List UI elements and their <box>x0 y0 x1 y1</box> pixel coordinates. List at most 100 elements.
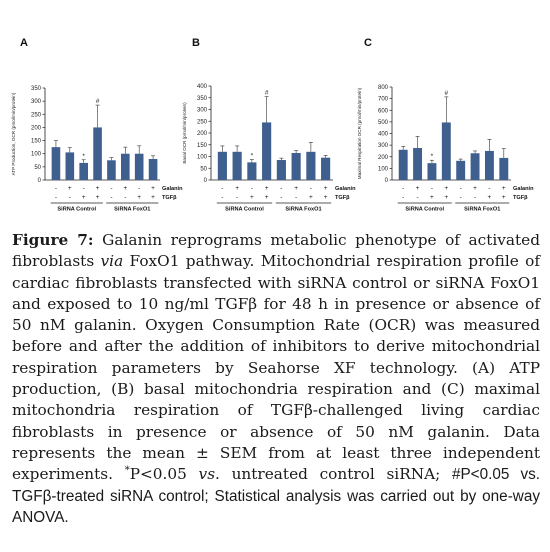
chart-a-galanin-sign: - <box>83 185 85 192</box>
chart-a-bar <box>79 162 88 180</box>
chart-b-tgfb-sign: - <box>221 194 223 201</box>
chart-c-group-label: SiRNA FoxO1 <box>464 207 500 213</box>
chart-b-y-tick-label: 350 <box>197 96 208 102</box>
chart-c-y-tick-label: 100 <box>378 166 389 172</box>
chart-a-galanin-sign: - <box>55 185 57 192</box>
chart-a-galanin-sign: + <box>123 185 127 192</box>
chart-b-y-tick-label: 400 <box>197 84 208 90</box>
chart-a-galanin-sign: - <box>110 185 112 192</box>
chart-b-bar <box>247 162 257 180</box>
chart-c-galanin-sign: - <box>460 185 462 192</box>
chart-a-tgfb-sign: + <box>137 194 141 201</box>
chart-b-y-tick-label: 300 <box>197 108 208 114</box>
chart-b-galanin-sign: - <box>310 185 312 192</box>
chart-b-y-tick-label: 150 <box>197 143 208 149</box>
chart-c-bar <box>484 150 494 180</box>
chart-c-galanin-sign: + <box>444 185 448 192</box>
chart-b-tgfb-sign: + <box>309 194 313 201</box>
chart-b-y-tick-label: 200 <box>197 131 208 137</box>
chart-c-tgfb-sign: + <box>502 194 506 201</box>
chart-b-panel-label: B <box>192 37 200 49</box>
chart-b-bar <box>276 160 286 180</box>
caption-text-5: #P<0.05 vs. TGFβ-treated siRNA control; … <box>12 466 540 526</box>
chart-b-group-label: SiRNA FoxO1 <box>285 207 321 213</box>
chart-a-galanin-sign: + <box>68 185 72 192</box>
chart-a-bar <box>107 160 116 180</box>
chart-a-bar <box>148 158 158 180</box>
chart-c-panel-label: C <box>364 37 372 49</box>
chart-a-significance-marker: * <box>82 153 85 160</box>
chart-a-panel-label: A <box>20 37 28 49</box>
chart-c-y-tick-label: 600 <box>378 108 389 114</box>
caption-text-1: Galanin reprograms metabolic phenotype o… <box>12 231 540 271</box>
chart-a-y-tick-label: 200 <box>31 125 42 131</box>
chart-c-group-label: SiRNA Control <box>405 207 444 213</box>
chart-c-bar <box>499 157 509 180</box>
chart-c-bar <box>427 163 437 180</box>
figure-caption: Figure 7: Galanin reprograms metabolic p… <box>12 230 540 528</box>
chart-b-galanin-sign: - <box>251 185 253 192</box>
chart-c-significance-marker: * <box>431 153 434 160</box>
chart-b-galanin-sign: + <box>324 185 328 192</box>
chart-c-tgfb-sign: - <box>460 194 462 201</box>
chart-a-y-tick-label: 150 <box>31 139 42 145</box>
chart-c-significance-marker: # <box>445 90 449 97</box>
chart-b-tgfb-sign: - <box>280 194 282 201</box>
chart-a-group-label: SiRNA Control <box>57 207 96 213</box>
chart-a-tgfb-sign: + <box>82 194 86 201</box>
chart-c-galanin-sign: + <box>416 185 420 192</box>
chart-c-y-tick-label: 400 <box>378 132 389 138</box>
chart-c-y-tick-label: 800 <box>378 85 389 91</box>
chart-a-y-tick-label: 50 <box>34 165 41 171</box>
chart-c-galanin-sign: - <box>402 185 404 192</box>
chart-b-bar <box>321 157 331 180</box>
chart-a-y-tick-label: 300 <box>31 99 42 105</box>
chart-a-tgfb-sign: - <box>55 194 57 201</box>
chart-b-y-axis-label: Basal OCR (pmol/min/protein) <box>182 102 187 164</box>
chart-b-y-tick-label: 50 <box>200 166 207 172</box>
chart-b-tgfb-sign: + <box>250 194 254 201</box>
chart-c-y-tick-label: 500 <box>378 120 389 126</box>
chart-a-y-tick-label: 0 <box>38 178 42 184</box>
chart-b-tgfb-sign: - <box>236 194 238 201</box>
chart-c-galanin-sign: - <box>431 185 433 192</box>
caption-text-2: FoxO1 pathway. Mitochondrial respiration… <box>12 252 540 484</box>
chart-a-bar <box>51 147 61 180</box>
chart-b-tgfb-sign: + <box>324 194 328 201</box>
chart-a-tgfb-sign: + <box>151 194 155 201</box>
chart-a-galanin-sign: + <box>96 185 100 192</box>
chart-c-galanin-sign: - <box>488 185 490 192</box>
chart-c-tgfb-sign: - <box>402 194 404 201</box>
chart-c-y-axis-label: Maximal Respiration OCR (pmol/min/protei… <box>357 87 362 179</box>
chart-a-bar <box>121 153 130 180</box>
chart-a-y-tick-label: 100 <box>31 152 42 158</box>
chart-a-significance-marker: # <box>96 98 100 105</box>
chart-b-bar <box>232 151 242 180</box>
chart-a-y-tick-label: 350 <box>31 86 42 92</box>
chart-b-y-tick-label: 0 <box>204 178 208 184</box>
chart-c-bar <box>456 160 466 180</box>
chart-b-galanin-sign: + <box>294 185 298 192</box>
chart-c-y-tick-label: 300 <box>378 143 389 149</box>
chart-b-galanin-sign: + <box>265 185 269 192</box>
chart-a-bar <box>93 127 102 180</box>
chart-c-y-tick-label: 200 <box>378 155 389 161</box>
chart-c-galanin-sign: + <box>473 185 477 192</box>
chart-c-tgfb-sign: + <box>488 194 492 201</box>
chart-b-bar <box>217 151 227 180</box>
chart-a-bar <box>134 153 144 180</box>
chart-b-significance-marker: # <box>265 90 269 97</box>
chart-a-bar <box>65 152 75 180</box>
chart-b-bar <box>262 122 272 180</box>
chart-b-y-tick-label: 250 <box>197 119 208 125</box>
chart-b-bar <box>306 151 316 180</box>
chart-a-tgfb-label: TGFβ <box>162 195 177 201</box>
chart-c-bar <box>441 122 451 180</box>
chart-c-tgfb-sign: - <box>474 194 476 201</box>
chart-b-galanin-sign: - <box>280 185 282 192</box>
chart-c-bar <box>398 149 408 180</box>
caption-text-3: P<0.05 <box>129 465 199 484</box>
chart-b-tgfb-sign: + <box>265 194 269 201</box>
chart-c-y-tick-label: 700 <box>378 97 389 103</box>
chart-c-tgfb-label: TGFβ <box>513 195 528 201</box>
